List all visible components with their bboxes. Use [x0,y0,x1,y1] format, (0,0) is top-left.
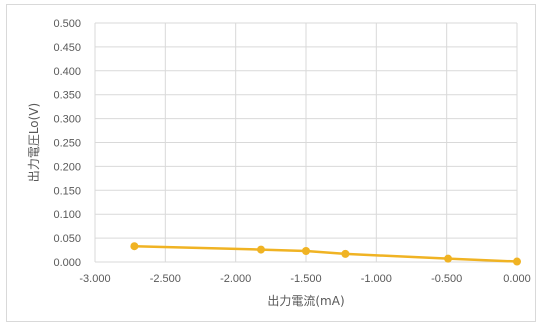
y-tick-label: 0.050 [53,233,81,245]
data-point [444,254,453,263]
y-tick-label: 0.100 [53,209,81,221]
x-tick-label: -3.000 [79,273,110,285]
data-point [341,249,350,258]
y-tick-label: 0.150 [53,185,81,197]
series-layer [130,242,521,266]
data-point [513,257,521,266]
tick-layer: 0.000 0.050 0.100 0.150 0.200 0.250 0.300 0.350… [53,18,530,285]
x-tick-label: -1.500 [290,273,321,285]
y-tick-label: 0.250 [53,138,81,150]
y-tick-label: 0.300 [53,114,81,126]
data-point [256,245,265,254]
data-point [302,247,310,256]
data-point [130,242,139,251]
y-tick-label: 0.000 [53,257,81,269]
x-tick-label: -0.500 [431,273,462,285]
chart-area [6,4,536,322]
y-tick-label: 0.350 [53,90,81,102]
x-tick-label: -2.500 [150,273,181,285]
series-line [133,244,519,263]
x-tick-label: -1.000 [361,273,392,285]
y-tick-label: 0.450 [53,42,81,54]
y-tick-label: 0.400 [53,66,81,78]
x-tick-label: 0.000 [503,273,531,285]
x-tick-label: -2.000 [220,273,251,285]
y-tick-label: 0.200 [53,161,81,173]
grid-layer [94,22,518,263]
y-axis-title: 出力電圧Lo(V) [27,103,41,182]
x-axis-title: 出力電流(mA) [267,294,344,308]
y-tick-label: 0.500 [53,18,81,30]
